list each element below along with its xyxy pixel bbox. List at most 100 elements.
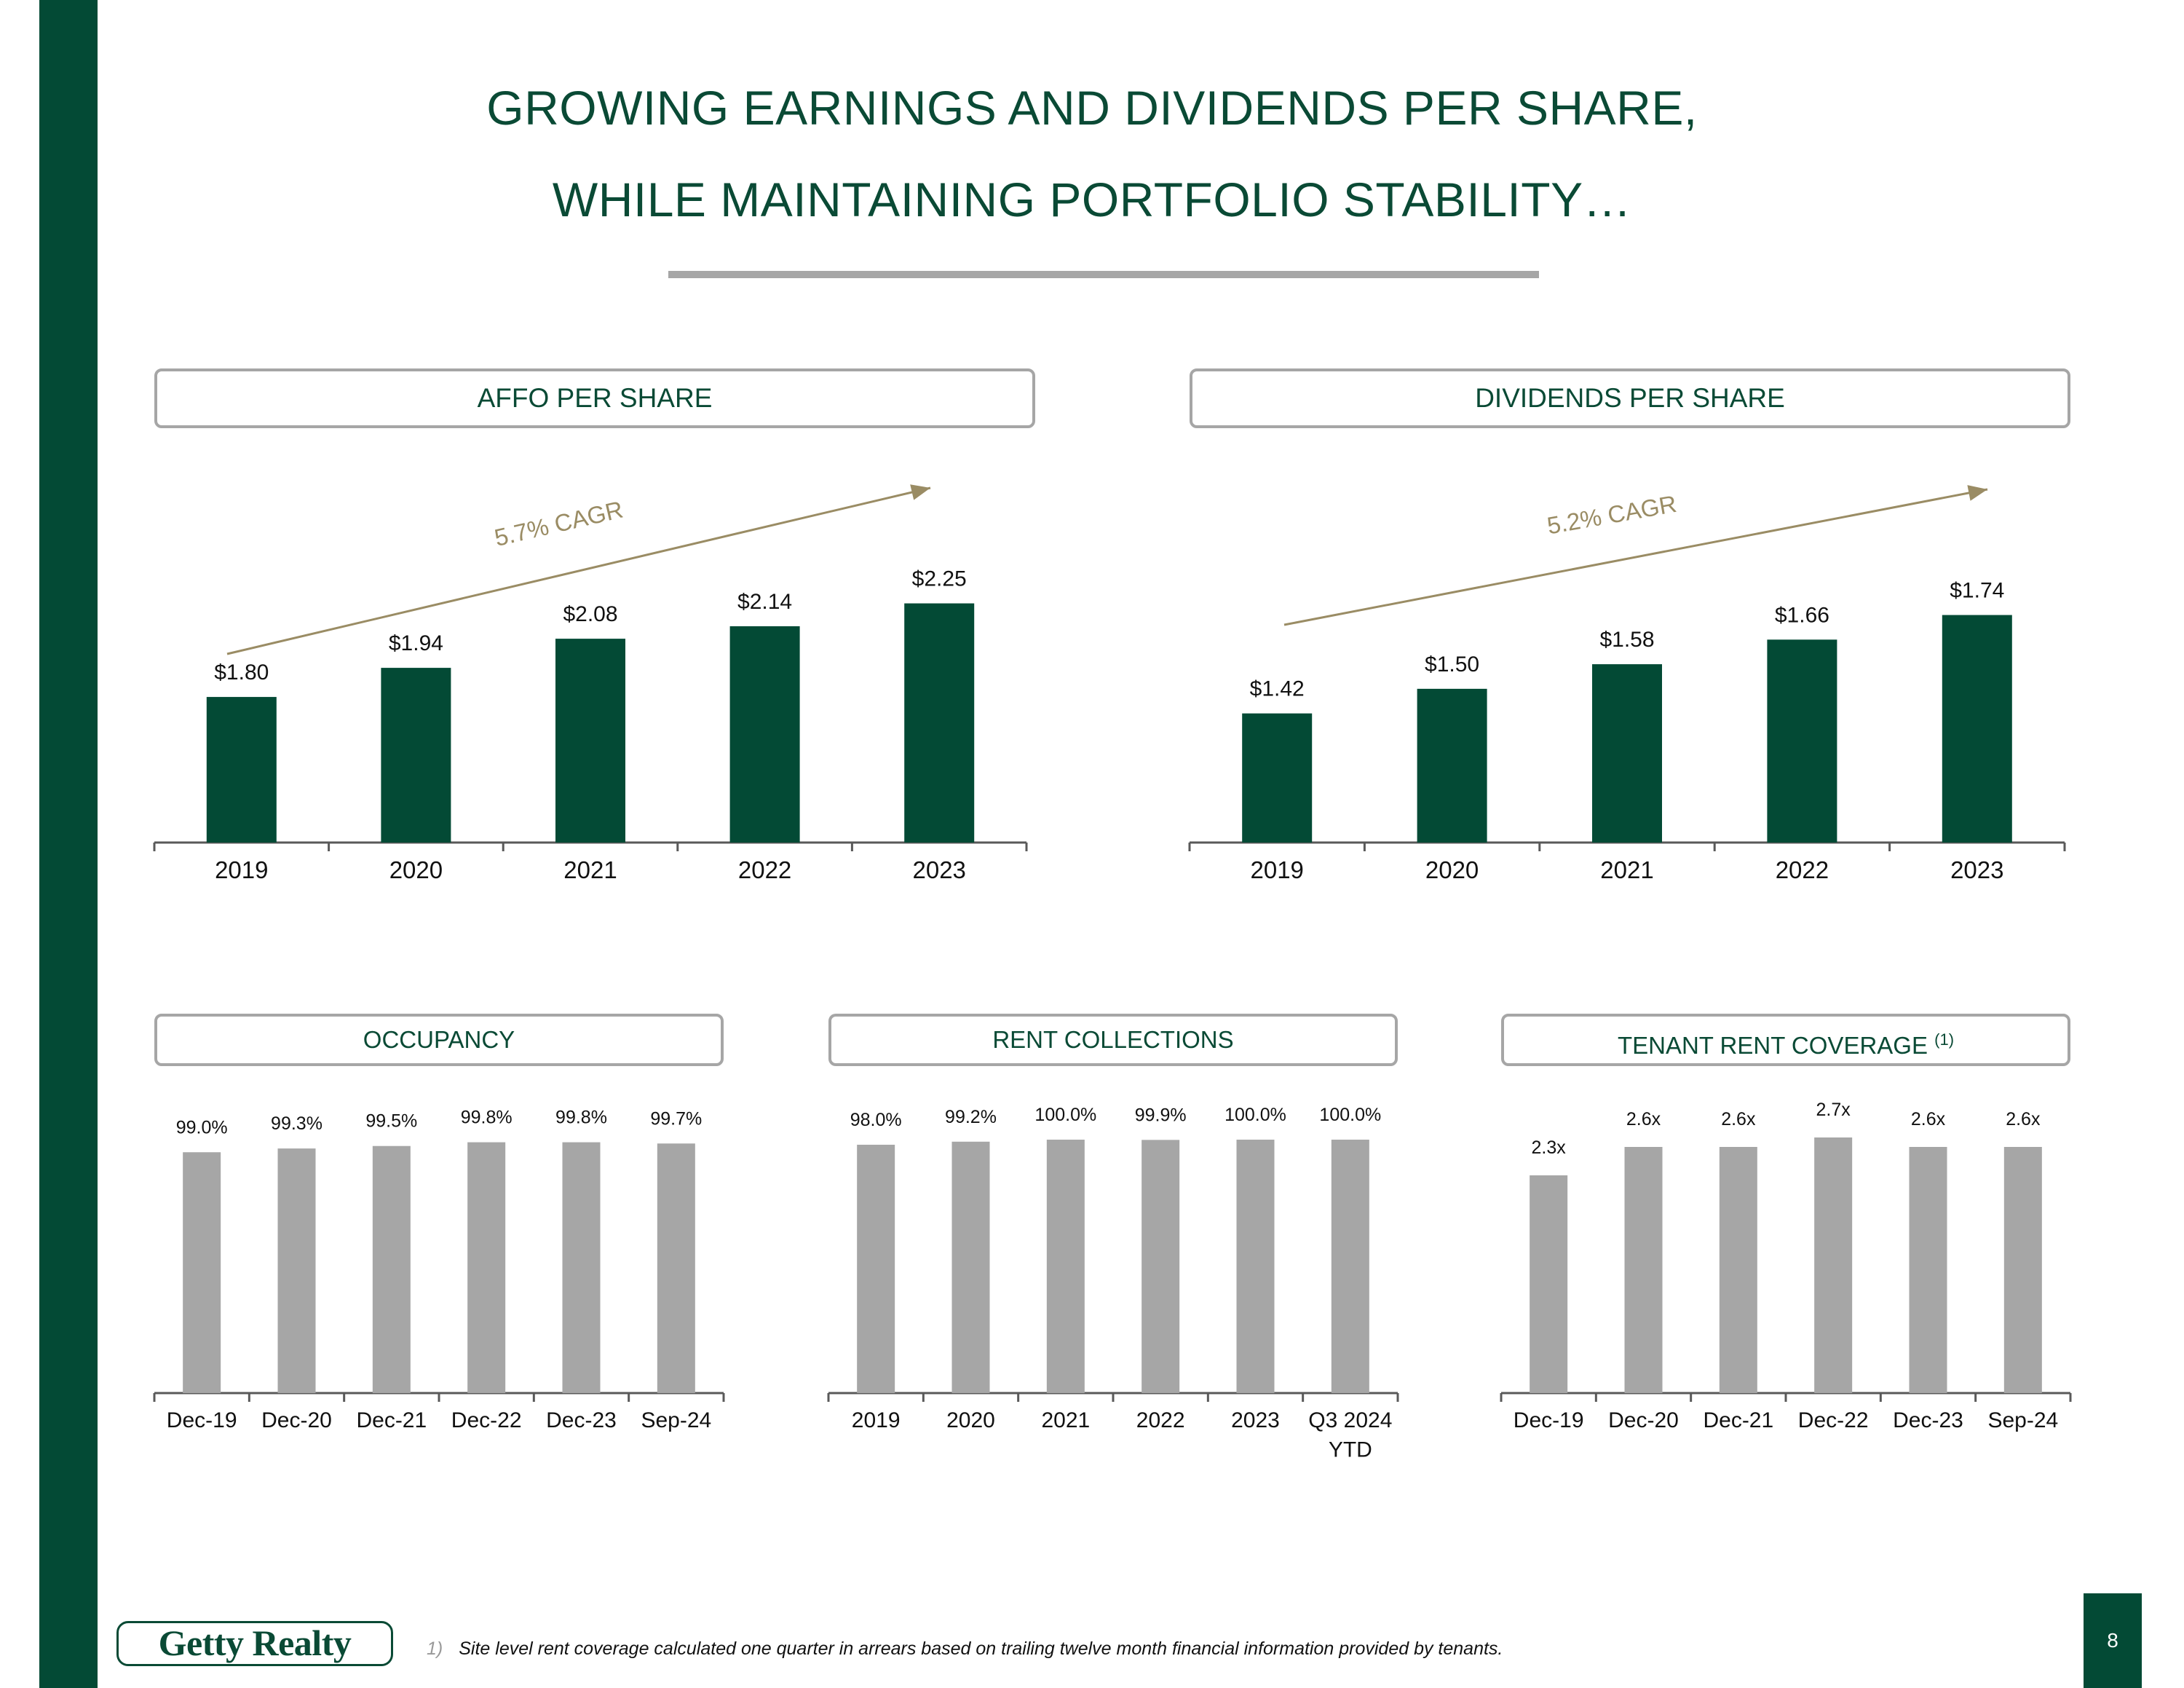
data-label: 99.8% xyxy=(461,1108,513,1128)
x-tick-label: 2021 xyxy=(1600,856,1653,883)
data-label: 100.0% xyxy=(1034,1105,1096,1125)
x-tick-label: Dec-19 xyxy=(1514,1408,1584,1432)
x-tick-label: Dec-21 xyxy=(356,1408,427,1432)
bar-affo-2 xyxy=(555,639,625,843)
bar-rent_collections-5 xyxy=(1331,1140,1369,1393)
data-label: $1.42 xyxy=(1250,677,1305,701)
x-tick-label: 2023 xyxy=(1950,856,2003,883)
x-tick-label: Dec-22 xyxy=(451,1408,522,1432)
bar-tenant_rent_coverage-5 xyxy=(2003,1147,2042,1393)
data-label: 2.6x xyxy=(2006,1109,2041,1129)
bar-affo-4 xyxy=(904,603,975,843)
bar-dividends-3 xyxy=(1767,639,1837,843)
x-tick-label: 2019 xyxy=(1250,856,1303,883)
bar-tenant_rent_coverage-1 xyxy=(1624,1147,1663,1393)
bar-occupancy-4 xyxy=(562,1142,601,1393)
panel-title-dividends: DIVIDENDS PER SHARE xyxy=(1475,383,1785,413)
data-label: 2.7x xyxy=(1816,1100,1851,1120)
page-number: 8 xyxy=(2084,1593,2142,1688)
bar-rent_collections-3 xyxy=(1142,1140,1180,1393)
data-label: 2.6x xyxy=(1626,1109,1661,1129)
x-tick-label: 2021 xyxy=(563,856,617,883)
bar-occupancy-0 xyxy=(183,1152,221,1393)
title-divider xyxy=(668,271,1539,278)
x-tick-label: Dec-20 xyxy=(261,1408,332,1432)
panel-header-affo: AFFO PER SHARE xyxy=(154,368,1035,428)
x-tick-label: Dec-20 xyxy=(1608,1408,1679,1432)
x-tick-label: Sep-24 xyxy=(1987,1408,2058,1432)
bar-dividends-0 xyxy=(1242,713,1313,843)
x-tick-label: 2023 xyxy=(1231,1408,1280,1432)
data-label: $2.08 xyxy=(563,602,617,626)
data-label: 2.3x xyxy=(1532,1137,1567,1158)
x-tick-label: Q3 2024 YTD xyxy=(1308,1408,1392,1462)
x-tick-label: 2023 xyxy=(912,856,965,883)
page-title-line-1: GROWING EARNINGS AND DIVIDENDS PER SHARE… xyxy=(486,81,1698,135)
bar-tenant_rent_coverage-2 xyxy=(1719,1147,1757,1393)
x-tick-label: Dec-21 xyxy=(1703,1408,1773,1432)
bar-affo-0 xyxy=(206,697,277,843)
bar-rent_collections-1 xyxy=(951,1141,990,1393)
data-label: 99.5% xyxy=(365,1111,417,1132)
panel-title-rent-collections: RENT COLLECTIONS xyxy=(992,1026,1234,1053)
footnote-marker: 1) xyxy=(427,1638,443,1659)
x-tick-label: 2019 xyxy=(215,856,268,883)
x-tick-label: Dec-22 xyxy=(1798,1408,1869,1432)
panel-header-occupancy: OCCUPANCY xyxy=(154,1014,724,1066)
bar-occupancy-5 xyxy=(657,1143,695,1393)
bar-affo-3 xyxy=(729,626,800,843)
bar-tenant_rent_coverage-0 xyxy=(1530,1175,1568,1393)
cagr-arrow-head xyxy=(1967,485,1987,501)
bar-dividends-2 xyxy=(1592,664,1662,843)
x-tick-label: 2020 xyxy=(1425,856,1479,883)
bar-dividends-4 xyxy=(1942,615,2012,843)
left-brand-bar xyxy=(39,0,98,1688)
panel-header-rent-collections: RENT COLLECTIONS xyxy=(828,1014,1398,1066)
data-label: $1.94 xyxy=(389,631,443,655)
bar-tenant_rent_coverage-4 xyxy=(1909,1147,1947,1393)
data-label: 2.6x xyxy=(1721,1109,1756,1129)
page-title-line-2: WHILE MAINTAINING PORTFOLIO STABILITY… xyxy=(552,173,1632,226)
data-label: $1.50 xyxy=(1425,652,1479,677)
data-label: $2.14 xyxy=(737,590,792,614)
cagr-arrow-line xyxy=(1283,488,1988,626)
x-tick-label: 2020 xyxy=(946,1408,995,1432)
bar-dividends-1 xyxy=(1417,688,1487,843)
bar-affo-1 xyxy=(381,668,451,843)
data-label: 99.8% xyxy=(555,1108,607,1128)
data-label: $1.74 xyxy=(1950,579,2004,603)
data-label: $2.25 xyxy=(912,567,967,591)
x-tick-label: 2020 xyxy=(389,856,443,883)
panel-title-note: (1) xyxy=(1934,1030,1955,1049)
data-label: $1.58 xyxy=(1599,628,1654,652)
getty-realty-logo: Getty Realty xyxy=(116,1621,393,1666)
x-tick-label: 2019 xyxy=(852,1408,901,1432)
panel-title-tenant-rent-coverage: TENANT RENT COVERAGE xyxy=(1617,1032,1928,1059)
data-label: 99.0% xyxy=(176,1117,228,1137)
panel-title-affo: AFFO PER SHARE xyxy=(477,383,713,413)
x-tick-label: Dec-23 xyxy=(546,1408,617,1432)
data-label: 99.9% xyxy=(1135,1105,1187,1125)
x-tick-label: 2022 xyxy=(1776,856,1829,883)
panel-header-tenant-rent-coverage: TENANT RENT COVERAGE (1) xyxy=(1501,1014,2070,1066)
bar-occupancy-3 xyxy=(467,1142,506,1393)
data-label: 2.6x xyxy=(1911,1109,1946,1129)
x-tick-label: Dec-19 xyxy=(167,1408,237,1432)
bar-rent_collections-4 xyxy=(1236,1140,1275,1393)
bar-tenant_rent_coverage-3 xyxy=(1814,1137,1853,1393)
data-label: 99.2% xyxy=(945,1107,997,1127)
data-label: 100.0% xyxy=(1224,1105,1286,1125)
x-tick-label: Dec-23 xyxy=(1893,1408,1963,1432)
data-label: $1.66 xyxy=(1775,603,1829,627)
x-tick-label: Sep-24 xyxy=(641,1408,711,1432)
panel-title-occupancy: OCCUPANCY xyxy=(363,1026,515,1053)
x-tick-label: 2022 xyxy=(738,856,791,883)
footnote: 1) Site level rent coverage calculated on… xyxy=(427,1638,1503,1660)
footnote-text: Site level rent coverage calculated one … xyxy=(459,1638,1503,1659)
data-label: 99.3% xyxy=(271,1113,323,1134)
